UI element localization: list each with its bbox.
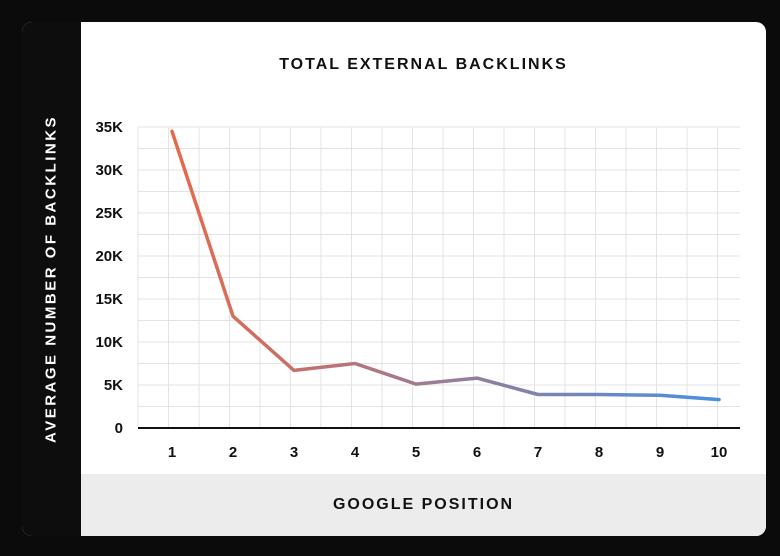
x-axis-label: GOOGLE POSITION bbox=[332, 496, 515, 513]
y-tick-label: 15K bbox=[95, 291, 123, 308]
y-tick-label: 35K bbox=[95, 119, 123, 136]
x-tick-label: 8 bbox=[595, 444, 603, 461]
x-tick-label: 5 bbox=[412, 444, 420, 461]
x-tick-label: 10 bbox=[711, 444, 728, 461]
y-tick-label: 30K bbox=[95, 162, 123, 179]
x-tick-label: 4 bbox=[351, 444, 360, 461]
x-tick-label: 6 bbox=[473, 444, 481, 461]
chart-title: TOTAL EXTERNAL BACKLINKS bbox=[279, 56, 568, 73]
y-axis-label-bar: AVERAGE NUMBER OF BACKLINKS bbox=[22, 22, 81, 536]
series-line bbox=[170, 129, 721, 402]
x-axis-label-bar: GOOGLE POSITION bbox=[81, 474, 766, 536]
chart-card: AVERAGE NUMBER OF BACKLINKS TOTAL EXTERN… bbox=[22, 22, 766, 536]
x-tick-label: 2 bbox=[229, 444, 237, 461]
y-tick-label: 25K bbox=[95, 205, 123, 222]
y-tick-label: 5K bbox=[104, 377, 123, 394]
y-tick-label: 0 bbox=[115, 420, 123, 437]
x-tick-label: 7 bbox=[534, 444, 542, 461]
y-tick-label: 20K bbox=[95, 248, 123, 265]
plot-area: 0 5K 10K 15K 20K 25K 30K 35K 1 2 3 4 5 6 7 8 9 10 bbox=[95, 119, 740, 461]
x-tick-label: 9 bbox=[656, 444, 664, 461]
y-tick-label: 10K bbox=[95, 334, 123, 351]
x-tick-label: 3 bbox=[290, 444, 298, 461]
x-tick-label: 1 bbox=[168, 444, 176, 461]
